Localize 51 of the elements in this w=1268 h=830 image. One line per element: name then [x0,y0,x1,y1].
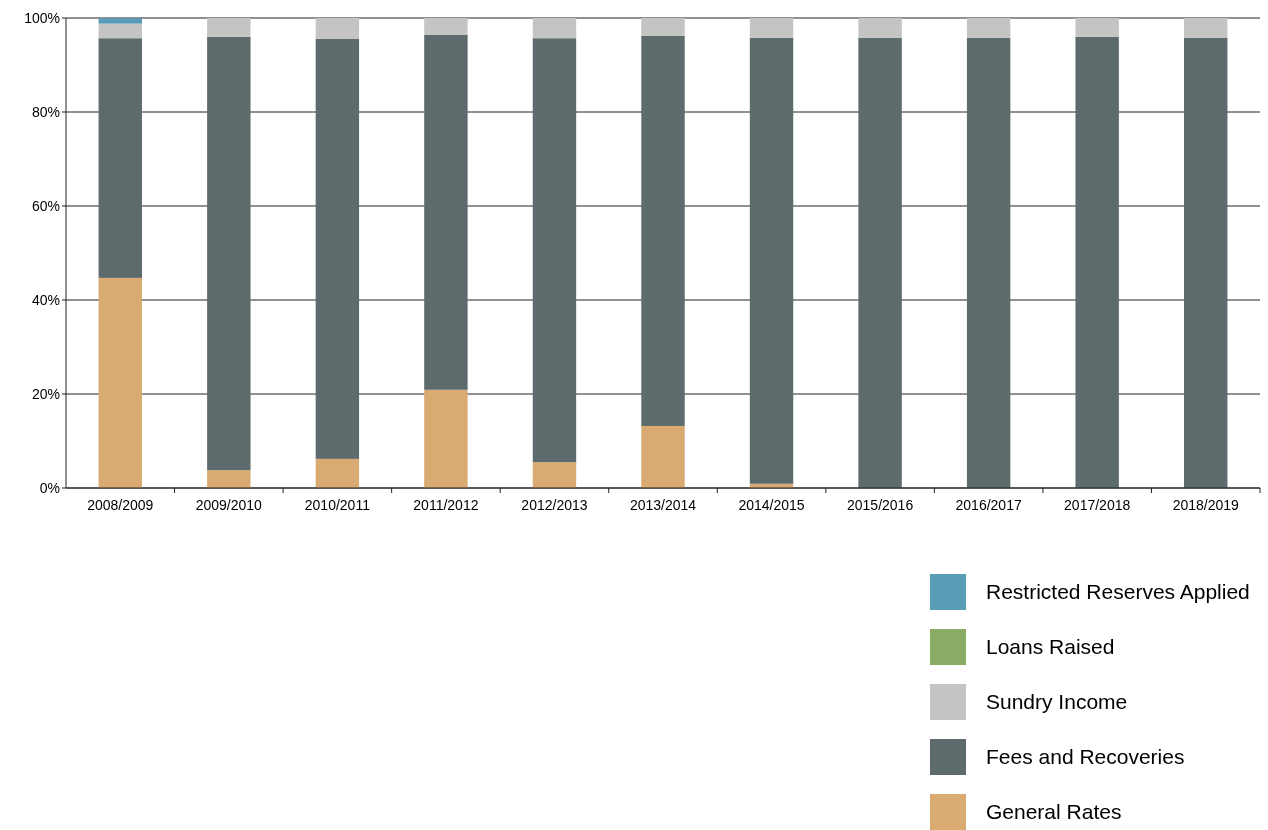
x-tick-label: 2017/2018 [1064,497,1131,513]
bar [98,18,142,24]
bar [207,470,251,488]
bar [1184,37,1228,488]
legend-label: Sundry Income [986,690,1128,714]
legend-label: Loans Raised [986,635,1115,659]
bar [424,34,468,390]
x-tick-label: 2012/2013 [521,497,588,513]
bar [315,18,360,39]
bar [966,37,1011,488]
bar [1075,18,1119,37]
x-tick-label: 2015/2016 [847,497,914,513]
bar [98,23,142,39]
legend-label: Restricted Reserves Applied [986,580,1250,604]
y-tick-label: 0% [39,479,60,496]
bar [98,38,142,278]
bar [532,38,577,463]
x-tick-label: 2009/2010 [195,497,263,513]
legend-label: Fees and Recoveries [986,745,1185,769]
x-tick-label: 2010/2011 [304,497,371,513]
bar [641,425,685,488]
bar [641,35,685,426]
bar [424,389,468,488]
bar [207,18,251,37]
bar [98,277,142,488]
x-tick-label: 2011/2012 [413,497,479,513]
x-tick-label: 2014/2015 [738,497,805,513]
bar [858,18,902,38]
bar [966,18,1011,38]
y-tick-label: 100% [24,9,60,26]
bar [858,37,902,488]
bar [1184,18,1228,38]
y-tick-label: 20% [31,385,60,402]
bar [532,462,577,488]
bar [315,38,360,459]
legend-label: General Rates [986,800,1122,824]
bar [641,18,685,36]
bar [532,18,577,39]
bar [749,18,794,38]
bar [749,37,794,484]
bar [1075,36,1119,488]
bar [424,18,468,35]
x-tick-label: 2013/2014 [629,497,697,513]
y-tick-label: 80% [31,103,60,120]
y-tick-label: 60% [31,197,60,214]
bar [207,36,251,471]
x-tick-label: 2016/2017 [955,497,1022,513]
y-tick-label: 40% [31,291,60,308]
bar [315,458,360,488]
x-tick-label: 2018/2019 [1172,497,1240,513]
x-tick-label: 2008/2009 [87,497,154,513]
